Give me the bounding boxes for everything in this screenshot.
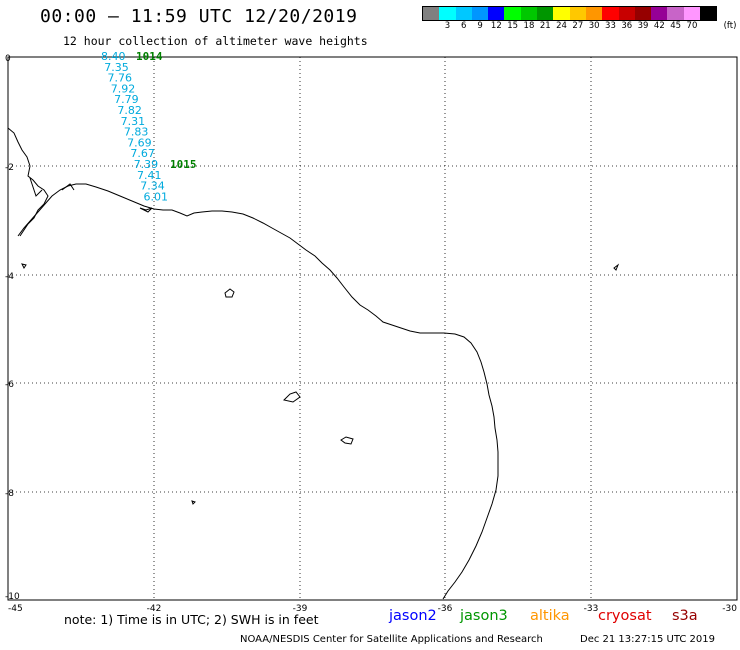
wave-height-value: 7.92 — [111, 82, 136, 95]
lon-tick-label: -30 — [722, 604, 737, 614]
map-subtitle: 12 hour collection of altimeter wave hei… — [63, 34, 368, 48]
wave-height-value: 7.31 — [121, 115, 145, 128]
wave-height-value: 7.76 — [108, 72, 133, 85]
legend-swatch — [569, 7, 586, 20]
satellite-label-s3a: s3a — [672, 608, 698, 624]
wave-height-value: 6.01 — [144, 190, 169, 203]
wave-height-value: 8.40 — [101, 50, 126, 63]
satellite-label-jason2: jason2 — [389, 608, 437, 624]
legend-swatch — [504, 7, 521, 20]
legend-swatch — [634, 7, 652, 20]
pressure-labels: 1014 1015 — [136, 50, 197, 171]
graticule — [8, 57, 737, 600]
legend-label: 70 — [686, 21, 698, 31]
legend-label: 18 — [523, 21, 535, 31]
lat-tick-label: -10 — [5, 592, 20, 602]
legend-label: 3 — [444, 21, 451, 31]
legend-label: 9 — [477, 21, 483, 31]
legend-label: 45 — [670, 21, 682, 31]
islands — [21, 263, 620, 505]
legend-swatch — [683, 7, 701, 20]
lon-tick-label: -39 — [293, 604, 308, 614]
legend-label: 36 — [621, 21, 633, 31]
lat-tick-label: -2 — [5, 163, 14, 173]
lon-tick-label: -36 — [438, 604, 453, 614]
legend-swatch — [423, 7, 440, 20]
satellite-label-cryosat: cryosat — [598, 608, 652, 624]
legend-swatch — [651, 7, 668, 20]
legend-swatch — [488, 7, 505, 20]
pressure-label: 1014 — [136, 50, 163, 63]
legend-label: 33 — [605, 21, 616, 31]
legend-unit: (ft) — [723, 21, 737, 31]
wave-height-value: 7.83 — [124, 126, 149, 139]
wave-height-value: 7.69 — [127, 136, 152, 149]
legend-label: 21 — [539, 21, 551, 31]
lat-tick-label: -8 — [5, 489, 14, 499]
coastline — [7, 127, 499, 600]
legend-label: 42 — [653, 21, 665, 31]
coastline-islets — [139, 207, 153, 213]
lon-tick-label: -33 — [584, 604, 599, 614]
wave-height-value: 7.41 — [137, 169, 162, 182]
coastline-maranhao-bays — [7, 127, 75, 237]
island-atol-das-rocas — [224, 288, 235, 298]
wave-height-value: 7.34 — [140, 180, 165, 193]
satellite-label-jason3: jason3 — [460, 608, 508, 624]
island-reef-east — [340, 436, 354, 445]
altimeter-observations: 8.407.357.767.927.797.827.317.837.697.67… — [101, 50, 168, 203]
legend-label: 24 — [556, 21, 567, 31]
wave-height-color-legend — [422, 6, 718, 21]
legend-labels: 3 6 9 12 15 18 21 24 27 30 33 36 39 42 45 70 (ft) — [422, 21, 740, 33]
legend-swatch — [537, 7, 554, 20]
legend-swatch — [667, 7, 684, 20]
legend-label: 39 — [637, 21, 649, 31]
legend-swatch — [439, 7, 456, 20]
lat-tick-label: 0 — [5, 54, 11, 64]
wave-height-value: 7.67 — [130, 147, 155, 160]
legend-swatch — [471, 7, 489, 20]
lat-tick-label: -6 — [5, 380, 14, 390]
island-fernando-de-noronha — [283, 391, 301, 403]
island-west-tip — [21, 263, 27, 269]
wave-height-value: 7.35 — [104, 61, 128, 74]
legend-swatch — [455, 7, 472, 20]
wave-height-value: 7.39 — [134, 158, 159, 171]
wave-height-value: 7.82 — [117, 104, 142, 117]
legend-label: 30 — [588, 21, 600, 31]
legend-swatch — [520, 7, 538, 20]
map-frame — [7, 56, 738, 601]
legend-label: 6 — [461, 21, 467, 31]
legend-label: 12 — [490, 21, 502, 31]
legend-swatch — [700, 7, 717, 20]
credit-text: NOAA/NESDIS Center for Satellite Applica… — [240, 634, 543, 645]
island-small-south — [191, 500, 196, 505]
lat-tick-label: -4 — [5, 272, 14, 282]
coastline-main — [17, 183, 499, 600]
legend-swatch — [618, 7, 635, 20]
legend-swatch — [602, 7, 619, 20]
satellite-label-altika: altika — [530, 608, 570, 624]
legend-swatch — [553, 7, 570, 20]
map-title: 00:00 – 11:59 UTC 12/20/2019 — [40, 6, 358, 27]
lon-tick-label: -45 — [8, 604, 23, 614]
generated-timestamp: Dec 21 13:27:15 UTC 2019 — [580, 634, 715, 645]
legend-swatch — [585, 7, 603, 20]
legend-label: 15 — [507, 21, 519, 31]
island-st-peter-paul — [613, 263, 620, 271]
pressure-label: 1015 — [170, 158, 197, 171]
wave-height-value: 7.79 — [114, 93, 139, 106]
footer-note: note: 1) Time is in UTC; 2) SWH is in fe… — [64, 612, 319, 627]
lon-tick-label: -42 — [147, 604, 162, 614]
axis-tick-labels: -45 -42 -39 -36 -33 -30 0 -2 -4 -6 -8 -10 — [5, 54, 737, 614]
legend-label: 27 — [572, 21, 584, 31]
